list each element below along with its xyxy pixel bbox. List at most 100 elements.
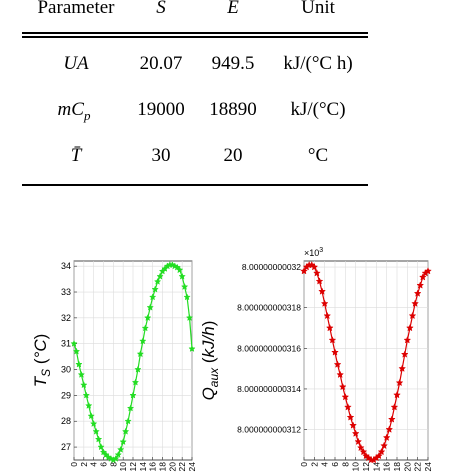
x-tick-label: 8 [340, 462, 350, 467]
data-point [418, 273, 427, 281]
x-tick-label: 20 [402, 462, 412, 472]
data-point [344, 403, 352, 411]
x-tick-label: 12 [128, 462, 138, 472]
data-point [185, 314, 194, 321]
qaux-plot: 0 2 4 6 8 10 12 14 16 18 20 22 248.0000000003128.000… [199, 247, 433, 471]
row-mcp-unit: kJ/(°C) [290, 99, 346, 120]
y-tick-label: 8.00000000032 [242, 262, 301, 272]
data-point [72, 347, 81, 355]
y-tick-label: 29 [61, 390, 71, 400]
y-label-unit: °C [31, 339, 50, 359]
y-tick-label: 33 [61, 287, 71, 297]
x-tick-label: 12 [361, 462, 371, 472]
y-label-sub: aux [207, 367, 221, 387]
row-tbar-e: 20 [223, 145, 243, 166]
data-point [356, 443, 365, 452]
data-point [385, 425, 394, 433]
data-point [313, 269, 321, 277]
data-point [89, 419, 98, 427]
exponent-power: 3 [319, 247, 323, 254]
data-point [387, 415, 396, 423]
row-ua-param: UA [63, 53, 89, 74]
data-point [377, 447, 386, 456]
header-parameter: Parameter [37, 0, 115, 18]
data-point [141, 324, 149, 332]
data-point [336, 370, 345, 379]
data-point [139, 337, 147, 345]
data-point [354, 437, 363, 445]
data-point [310, 263, 319, 271]
data-point [134, 365, 142, 373]
data-point [94, 435, 103, 443]
data-point [156, 272, 164, 280]
data-point [411, 299, 419, 307]
row-mcp-param-sub: p [83, 107, 91, 123]
x-tick-label: 14 [371, 462, 381, 472]
data-point [320, 299, 329, 307]
data-point [124, 417, 132, 425]
x-tick-label: 8 [108, 462, 118, 467]
table-bottom-rule [22, 184, 368, 186]
y-label-open: ( [31, 358, 50, 369]
ts-plot: 0 2 4 6 8 10 12 14 16 18 20 22 242728293031323334TS … [31, 260, 197, 472]
y-tick-label: 34 [61, 261, 71, 271]
data-point [75, 360, 83, 368]
data-point [395, 378, 404, 387]
data-point [131, 378, 140, 386]
data-point [398, 364, 407, 372]
data-point [338, 382, 347, 391]
data-point [416, 281, 425, 289]
data-point [80, 381, 88, 389]
data-point [315, 277, 324, 285]
header-s: S [156, 0, 166, 18]
y-tick-label: 8.000000000318 [237, 303, 301, 313]
data-point [341, 393, 350, 401]
data-point [82, 391, 90, 399]
data-point [424, 267, 432, 275]
y-label-unit: kJ/h [199, 326, 218, 357]
data-point [408, 311, 417, 320]
data-point [180, 282, 189, 290]
row-tbar-unit: °C [307, 145, 329, 166]
x-tick-label: 4 [89, 462, 99, 467]
data-point [97, 443, 105, 451]
data-point [300, 267, 308, 275]
data-point [359, 447, 368, 456]
data-point [136, 350, 145, 358]
data-point [146, 303, 154, 311]
row-ua-unit: kJ/(°C h) [283, 53, 353, 74]
row-mcp-e: 18890 [209, 99, 257, 120]
y-label-close: ) [31, 334, 50, 340]
data-point [92, 427, 100, 435]
x-tick-label: 2 [79, 462, 89, 467]
x-tick-label: 24 [423, 462, 433, 472]
data-point [144, 314, 152, 321]
data-point [382, 433, 391, 441]
y-tick-label: 8.000000000312 [237, 425, 301, 435]
data-point [85, 401, 93, 409]
data-point [346, 413, 355, 421]
table-top-rule [22, 32, 368, 34]
y-label-close: ) [199, 321, 218, 327]
data-point [153, 277, 162, 285]
y-axis-label: Qaux (kJ/h) [199, 321, 221, 401]
data-point [331, 348, 339, 356]
y-tick-label: 28 [61, 416, 71, 426]
data-point [328, 336, 337, 344]
exponent-base: ×10 [304, 248, 319, 258]
y-exponent-label: ×103 [304, 247, 323, 258]
x-tick-label: 0 [299, 462, 309, 467]
y-tick-label: 8.000000000316 [237, 343, 301, 353]
data-point [323, 311, 332, 320]
y-tick-label: 8.000000000314 [237, 384, 301, 394]
y-axis-label: TS (°C) [31, 334, 53, 388]
x-tick-label: 10 [351, 462, 361, 472]
data-point [188, 345, 196, 352]
data-point [325, 323, 334, 332]
y-label-main: T [31, 375, 50, 387]
data-point [77, 370, 86, 378]
header-e: E [227, 0, 239, 18]
x-tick-label: 4 [320, 462, 330, 467]
y-tick-label: 30 [61, 365, 71, 375]
